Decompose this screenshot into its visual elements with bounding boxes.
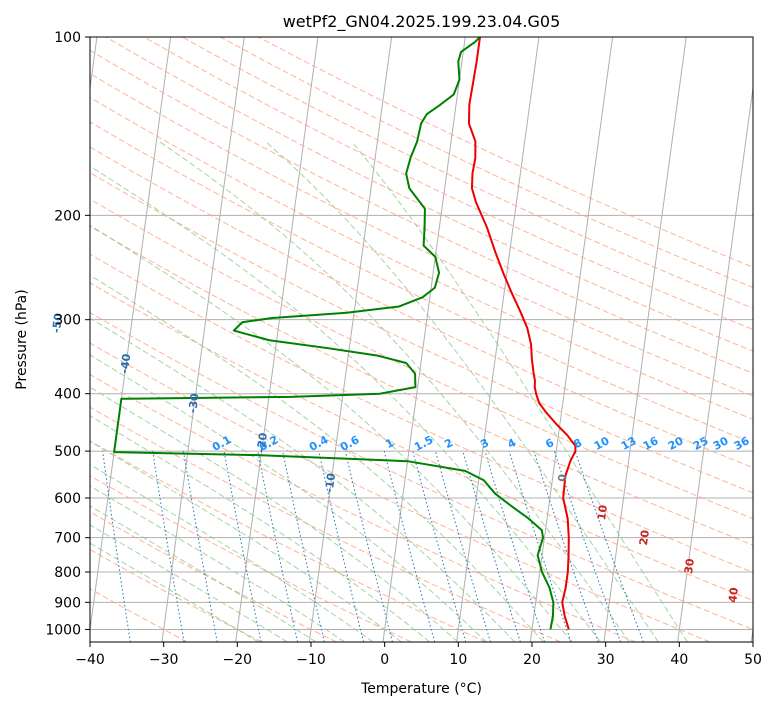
y-tick-label: 700: [54, 531, 81, 547]
dry-adiabat: [90, 440, 487, 642]
moist-adiabat: [90, 165, 602, 642]
mixing-ratio-label: 16: [641, 434, 661, 453]
dry-adiabat: [90, 198, 753, 520]
dry-adiabat: [90, 549, 263, 642]
isotherm-label: 40: [726, 586, 741, 603]
x-tick-label: 40: [670, 652, 688, 668]
moist-adiabat: [90, 274, 544, 642]
mixing-ratio-line: [344, 450, 393, 642]
y-tick-label: 200: [54, 208, 81, 224]
x-tick-label: −30: [149, 652, 179, 668]
mixing-ratio-label: 36: [732, 434, 752, 453]
moist-adiabat: [265, 140, 659, 642]
y-tick-label: 900: [54, 595, 81, 611]
temperature-profile: [467, 37, 577, 630]
mixing-ratio-line: [462, 450, 521, 642]
mixing-ratio-line: [533, 450, 599, 642]
mixing-ratio-line: [553, 450, 622, 642]
mixing-ratio-label: 20: [666, 434, 686, 453]
isotherm-line: [235, 37, 319, 642]
mixing-ratio-line: [282, 450, 325, 642]
dewpoint-profile: [113, 37, 555, 630]
x-tick-label: −10: [296, 652, 326, 668]
isotherm-label: -40: [118, 353, 134, 375]
dry-adiabat: [90, 406, 561, 642]
y-tick-label: 500: [54, 444, 81, 460]
isotherm-line: [529, 37, 614, 642]
dry-adiabat: [90, 49, 753, 374]
mixing-ratio-label: 25: [691, 434, 711, 453]
moist-adiabat: [351, 141, 688, 642]
y-axis: 1000 900 800 700 600 500 400 300 200 100: [45, 30, 90, 638]
y-tick-label: 100: [54, 30, 81, 46]
x-tick-label: 30: [597, 652, 615, 668]
isotherm-label: 30: [682, 557, 697, 574]
moist-adiabat: [90, 524, 288, 642]
mixing-ratio-line: [484, 450, 546, 642]
isotherm-line: [677, 84, 753, 642]
moist-adiabat: [158, 140, 630, 642]
x-tick-label: 10: [449, 652, 467, 668]
mixing-ratio-label: 30: [711, 434, 731, 453]
dry-adiabat: [90, 342, 711, 642]
moist-adiabat: [90, 485, 345, 642]
x-tick-label: 20: [523, 652, 541, 668]
chart-title: wetPf2_GN04.2025.199.23.04.G05: [283, 12, 561, 32]
moist-adiabat: [90, 224, 573, 642]
mixing-ratio-label: 13: [619, 434, 639, 453]
y-tick-label: 600: [54, 491, 81, 507]
dry-adiabat: [90, 253, 753, 573]
dry-adiabat: [105, 37, 753, 352]
dry-adiabat: [181, 37, 753, 309]
mixing-ratio-line: [435, 450, 492, 642]
dry-adiabat: [90, 146, 753, 469]
x-tick-label: 0: [380, 652, 389, 668]
isotherm-label: -10: [323, 472, 339, 494]
isotherm-labels: -100-90-80-70-60-50-40-30-20-10010203040…: [50, 312, 752, 604]
x-axis: −40 −30 −20 −10 0 10 20 30 40 50: [75, 642, 762, 668]
dry-adiabat: [90, 72, 753, 397]
isotherm-label: -30: [186, 392, 202, 414]
x-tick-label: −20: [223, 652, 253, 668]
mixing-ratio-line: [318, 450, 365, 642]
mixing-ratio-line: [412, 450, 467, 642]
isotherm-label: -50: [50, 312, 66, 334]
isotherm-line: [382, 37, 466, 642]
y-tick-label: 300: [54, 313, 81, 329]
mixing-ratio-line: [508, 450, 572, 642]
moist-adiabat: [90, 386, 459, 642]
dry-adiabat: [90, 511, 337, 642]
series-layer: [113, 37, 577, 630]
isotherm-label: 0: [556, 473, 570, 483]
isotherm-label: -20: [254, 432, 270, 454]
y-tick-label: 1000: [45, 622, 81, 638]
dry-adiabat: [90, 225, 753, 546]
moist-adiabat: [90, 317, 516, 642]
plot-frame: [89, 36, 754, 643]
mixing-ratio-line: [574, 450, 644, 642]
y-axis-label: Pressure (hPa): [14, 289, 30, 389]
isotherm-line: [603, 37, 687, 642]
x-axis-label: Temperature (°C): [360, 681, 482, 697]
isotherm-line: [90, 37, 172, 634]
x-tick-label: −40: [75, 652, 105, 668]
mixing-ratio-line: [102, 451, 131, 642]
x-tick-label: 50: [744, 652, 762, 668]
mixing-ratio-line: [383, 450, 436, 642]
background-lines: [90, 37, 753, 642]
mixing-ratio-line: [257, 451, 299, 642]
isotherm-label: 10: [595, 504, 610, 521]
isotherm-line: [161, 37, 245, 642]
moist-adiabat: [90, 415, 431, 642]
mixing-ratio-label: 10: [592, 434, 612, 453]
y-tick-label: 400: [54, 387, 81, 403]
moist-adiabat: [90, 354, 487, 642]
dry-adiabat: [90, 311, 753, 630]
isotherm-label: 20: [637, 529, 652, 546]
y-tick-label: 800: [54, 565, 81, 581]
moist-adiabat: [90, 440, 402, 642]
isotherm-line: [456, 37, 540, 642]
